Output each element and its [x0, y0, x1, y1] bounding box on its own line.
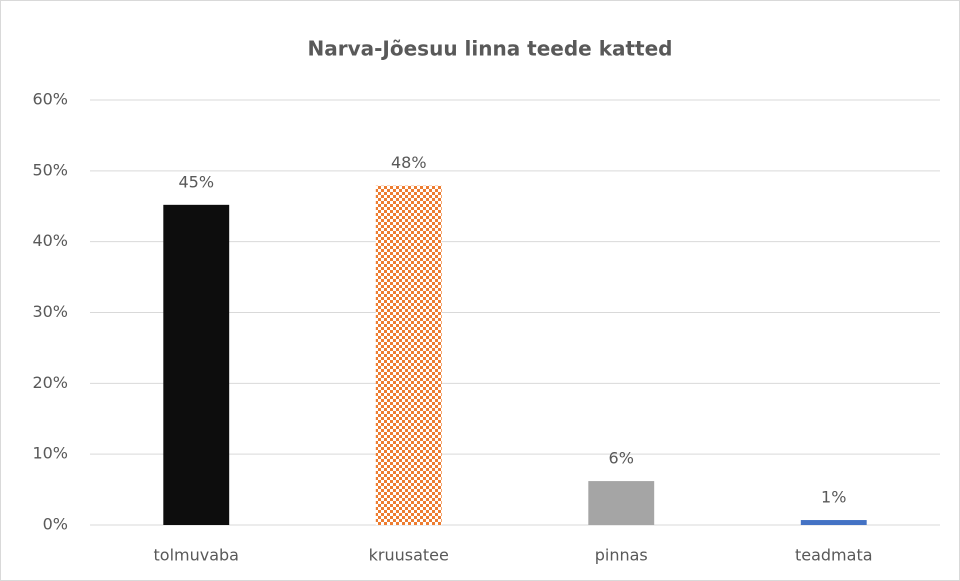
bar [375, 185, 442, 526]
y-tick-label: 0% [43, 515, 68, 534]
y-tick-label: 60% [32, 90, 68, 109]
y-tick-label: 50% [32, 160, 68, 179]
x-tick-label: kruusatee [369, 546, 449, 565]
bar [163, 204, 230, 526]
data-label: 45% [178, 172, 214, 191]
data-label: 48% [391, 153, 427, 172]
y-tick-label: 40% [32, 231, 68, 250]
y-tick-label: 10% [32, 444, 68, 463]
data-label: 1% [821, 488, 846, 507]
bar [588, 481, 655, 525]
x-tick-label: tolmuvaba [154, 546, 239, 565]
chart-title: Narva-Jõesuu linna teede katted [308, 37, 673, 61]
x-tick-label: pinnas [595, 546, 648, 565]
y-tick-label: 30% [32, 302, 68, 321]
y-tick-label: 20% [32, 373, 68, 392]
data-label: 6% [609, 449, 634, 468]
bar [800, 520, 867, 525]
x-tick-label: teadmata [795, 546, 873, 565]
